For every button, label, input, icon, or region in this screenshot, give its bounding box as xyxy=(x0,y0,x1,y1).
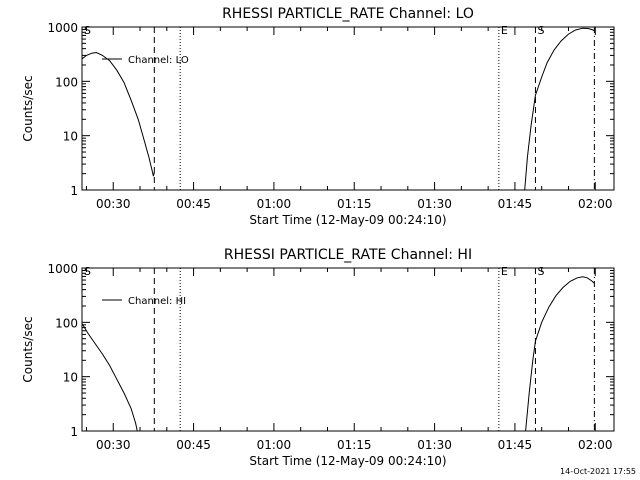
marker-label-s: S xyxy=(84,24,91,37)
y-axis-label: Counts/sec xyxy=(21,75,35,141)
x-tick-label-00-30: 00:30 xyxy=(96,197,131,211)
y-axis-label: Counts/sec xyxy=(21,316,35,382)
footer-timestamp: 14-Oct-2021 17:55 xyxy=(560,467,636,476)
y-tick-label-1000: 1000 xyxy=(47,21,78,35)
legend-label: Channel: LO xyxy=(128,55,189,66)
x-tick-label-01-00: 01:00 xyxy=(257,197,292,211)
series-line-channel-hi-1 xyxy=(525,276,595,432)
plot-frame xyxy=(81,26,615,191)
x-tick-label-02-00: 02:00 xyxy=(578,438,613,452)
chart-title: RHESSI PARTICLE_RATE Channel: LO xyxy=(222,6,474,22)
y-tick-label-100: 100 xyxy=(55,75,78,89)
marker-label-s: S xyxy=(537,24,544,37)
marker-label-s: S xyxy=(84,265,91,278)
chart-panel-lo: RHESSI PARTICLE_RATE Channel: LO Counts/s… xyxy=(21,6,615,227)
x-tick-label-01-15: 01:15 xyxy=(337,438,372,452)
y-tick-label-100: 100 xyxy=(55,316,78,330)
x-tick-label-01-45: 01:45 xyxy=(498,438,533,452)
x-tick-label-00-45: 00:45 xyxy=(176,197,211,211)
x-tick-label-00-45: 00:45 xyxy=(176,438,211,452)
x-axis-label: Start Time (12-May-09 00:24:10) xyxy=(249,213,446,227)
y-tick-label-10: 10 xyxy=(63,371,78,385)
marker-label-e: E xyxy=(501,24,508,37)
x-tick-label-01-00: 01:00 xyxy=(257,438,292,452)
x-axis-label: Start Time (12-May-09 00:24:10) xyxy=(249,454,446,468)
series-line-channel-lo-0 xyxy=(81,51,155,177)
series-line-channel-hi-0 xyxy=(81,323,138,432)
series-line-channel-lo-1 xyxy=(524,27,595,191)
y-tick-label-1000: 1000 xyxy=(47,262,78,276)
y-tick-label-10: 10 xyxy=(63,130,78,144)
x-tick-label-01-45: 01:45 xyxy=(498,197,533,211)
x-tick-label-01-30: 01:30 xyxy=(417,438,452,452)
y-tick-label-1: 1 xyxy=(70,425,78,439)
y-tick-label-1: 1 xyxy=(70,184,78,198)
chart-panel-hi: RHESSI PARTICLE_RATE Channel: HI Counts/s… xyxy=(21,247,615,468)
marker-label-s: S xyxy=(537,265,544,278)
x-tick-label-02-00: 02:00 xyxy=(578,197,613,211)
marker-label-e: E xyxy=(501,265,508,278)
x-tick-label-01-30: 01:30 xyxy=(417,197,452,211)
x-tick-label-00-30: 00:30 xyxy=(96,438,131,452)
chart-title: RHESSI PARTICLE_RATE Channel: HI xyxy=(224,247,472,263)
legend-label: Channel: HI xyxy=(128,296,186,307)
x-tick-label-01-15: 01:15 xyxy=(337,197,372,211)
